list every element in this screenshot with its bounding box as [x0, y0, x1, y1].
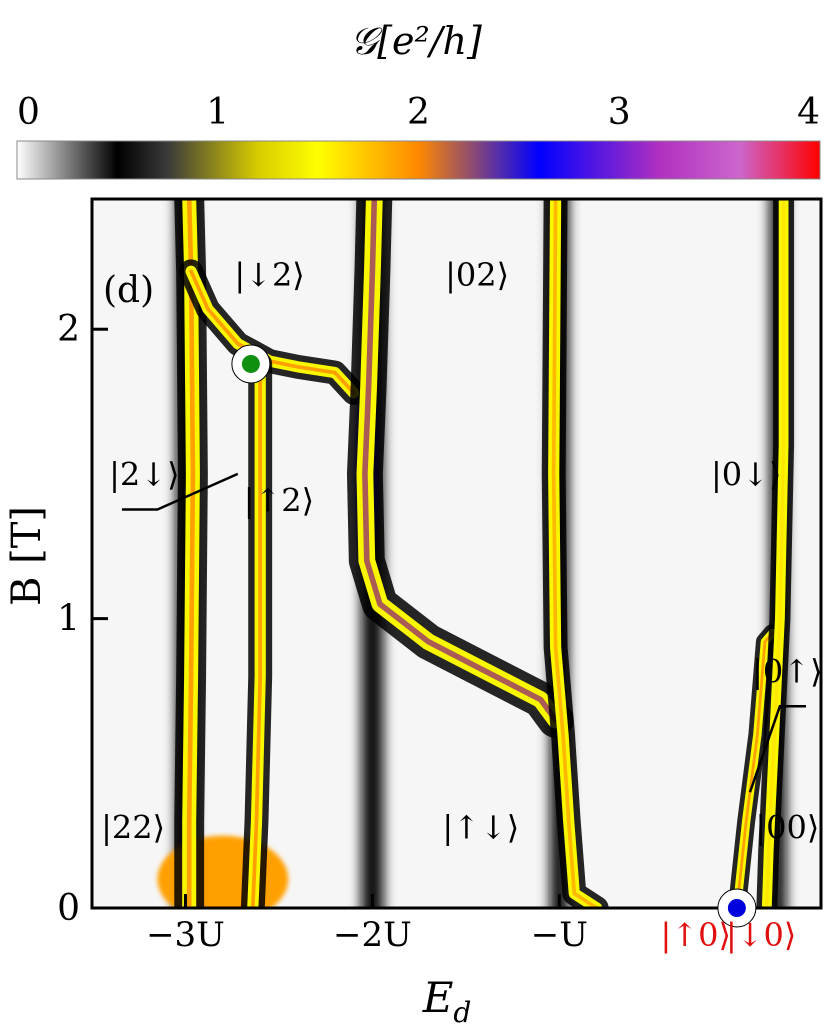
x-tick-label: −2U	[333, 915, 412, 955]
colorbar-ticks: 0 1 2 3 4	[17, 92, 820, 133]
ridge-uarrow2	[240, 352, 273, 908]
x-tick-label: −3U	[146, 915, 225, 955]
state-label: |↑2⟩	[244, 482, 314, 520]
y-axis-label: B [T]	[4, 506, 50, 606]
x-tick-label: −U	[531, 915, 588, 955]
ridge-left-core	[186, 199, 196, 908]
state-label: |22⟩	[101, 809, 165, 847]
below-axis-state-label: |↓0⟩	[726, 916, 796, 954]
state-labels: |↓2⟩ |02⟩ |2↓⟩ |↑2⟩ |0↓⟩ |0↑⟩ |22⟩ |↑↓⟩ |00⟩	[101, 256, 822, 847]
state-label: |00⟩	[755, 809, 819, 847]
marker-dot	[241, 354, 260, 373]
markers	[231, 344, 757, 928]
colorbar-tick-label: 2	[407, 92, 430, 133]
state-label: |2↓⟩	[109, 455, 179, 493]
marker	[231, 344, 271, 384]
y-tick-label: 0	[57, 888, 80, 929]
state-label: |0↓⟩	[711, 455, 781, 493]
ridge-minusU	[541, 199, 609, 908]
x-axis-label-sub: d	[453, 996, 471, 1029]
leader-line-0up	[748, 705, 807, 793]
ridge-minusU-core	[551, 199, 599, 908]
state-label: |↑↓⟩	[442, 809, 519, 847]
colorbar-tick-label: 3	[608, 92, 631, 133]
ridge-center-core	[362, 199, 559, 723]
ridge-right-core	[765, 199, 786, 908]
colorbar-strip	[16, 140, 821, 180]
colorbar: 𝒢[e²/h] 0 1 2 3 4	[16, 19, 821, 180]
colorbar-tick-label: 1	[206, 92, 229, 133]
colorbar-tick-label: 4	[797, 92, 820, 133]
ridge-uarrow2-core	[250, 362, 263, 908]
axis-ticks: −3U −2U −U 0 1 2	[57, 309, 588, 955]
below-axis-labels: |↑0⟩|↓0⟩	[661, 916, 797, 954]
ridge-center	[346, 199, 574, 738]
y-tick-label: 1	[57, 599, 80, 640]
below-axis-state-label: |↑0⟩	[661, 916, 731, 954]
y-tick-label: 2	[57, 309, 80, 350]
plot-area: −3U −2U −U 0 1 2 |↓2⟩ |02⟩ |2↓⟩ |↑2⟩ |0↓⟩ |0↑⟩ |22⟩…	[57, 197, 823, 955]
state-label: |02⟩	[445, 256, 509, 294]
x-axis-label: Ed	[422, 973, 472, 1029]
state-label: |0↑⟩	[752, 652, 822, 690]
ridge-right	[756, 199, 795, 908]
marker	[717, 888, 757, 928]
ridge-right-diag	[727, 624, 782, 908]
x-axis-label-main: E	[422, 973, 454, 1022]
colorbar-tick-label: 0	[17, 92, 40, 133]
state-label: |↓2⟩	[234, 256, 304, 294]
colorbar-label: 𝒢[e²/h]	[350, 19, 482, 63]
ridge-left	[174, 199, 208, 908]
plot-frame	[90, 197, 823, 910]
panel-label: (d)	[103, 270, 154, 311]
svg-text:Ed: Ed	[422, 973, 472, 1029]
ridge-right-diag-core	[735, 631, 774, 908]
leader-line-2down	[121, 472, 239, 511]
marker-dot	[727, 899, 746, 917]
